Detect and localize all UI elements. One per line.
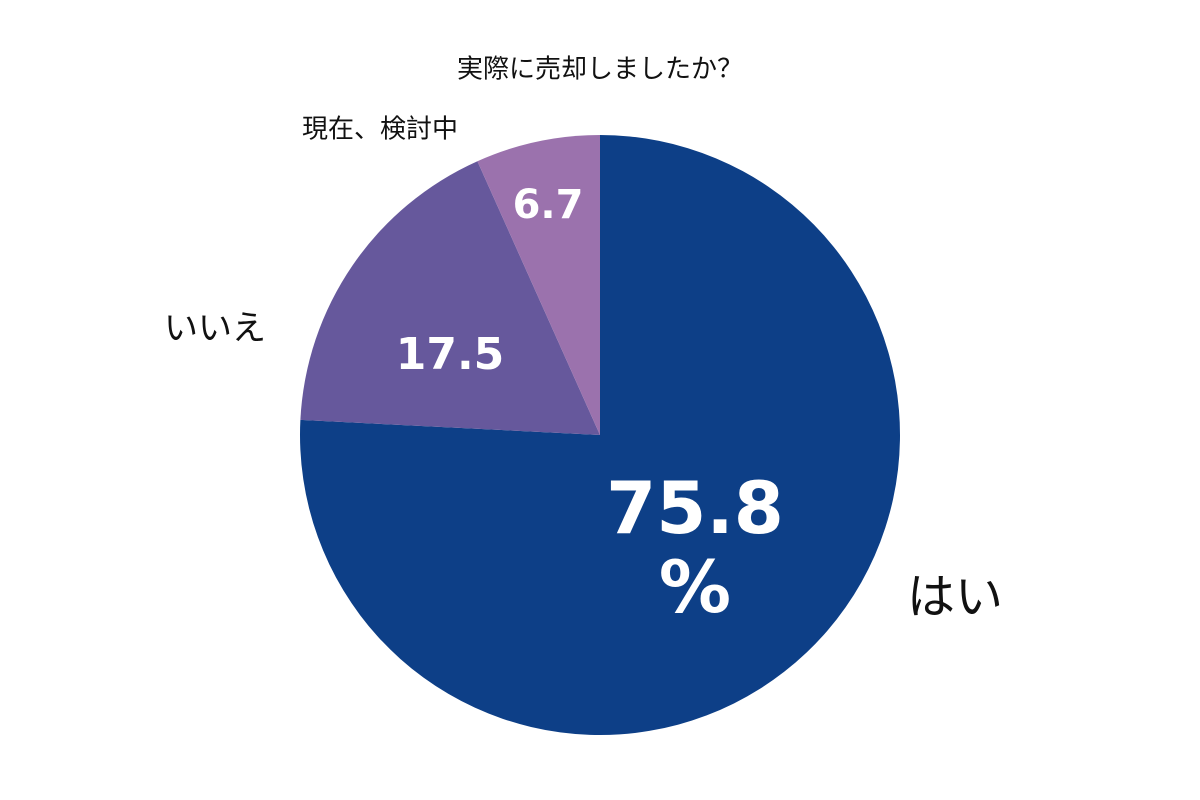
category-label: いいえ: [164, 309, 266, 349]
chart-title: 実際に売却しましたか？: [457, 55, 743, 85]
value-label: 6.7: [512, 182, 584, 228]
pie-slice: [477, 135, 600, 435]
value-label: 17.5: [395, 328, 505, 380]
value-label: 75.8 %: [606, 465, 784, 629]
category-label: はい: [907, 569, 1003, 625]
category-label: 現在、検討中: [302, 115, 458, 145]
pie-slice: [300, 161, 600, 436]
